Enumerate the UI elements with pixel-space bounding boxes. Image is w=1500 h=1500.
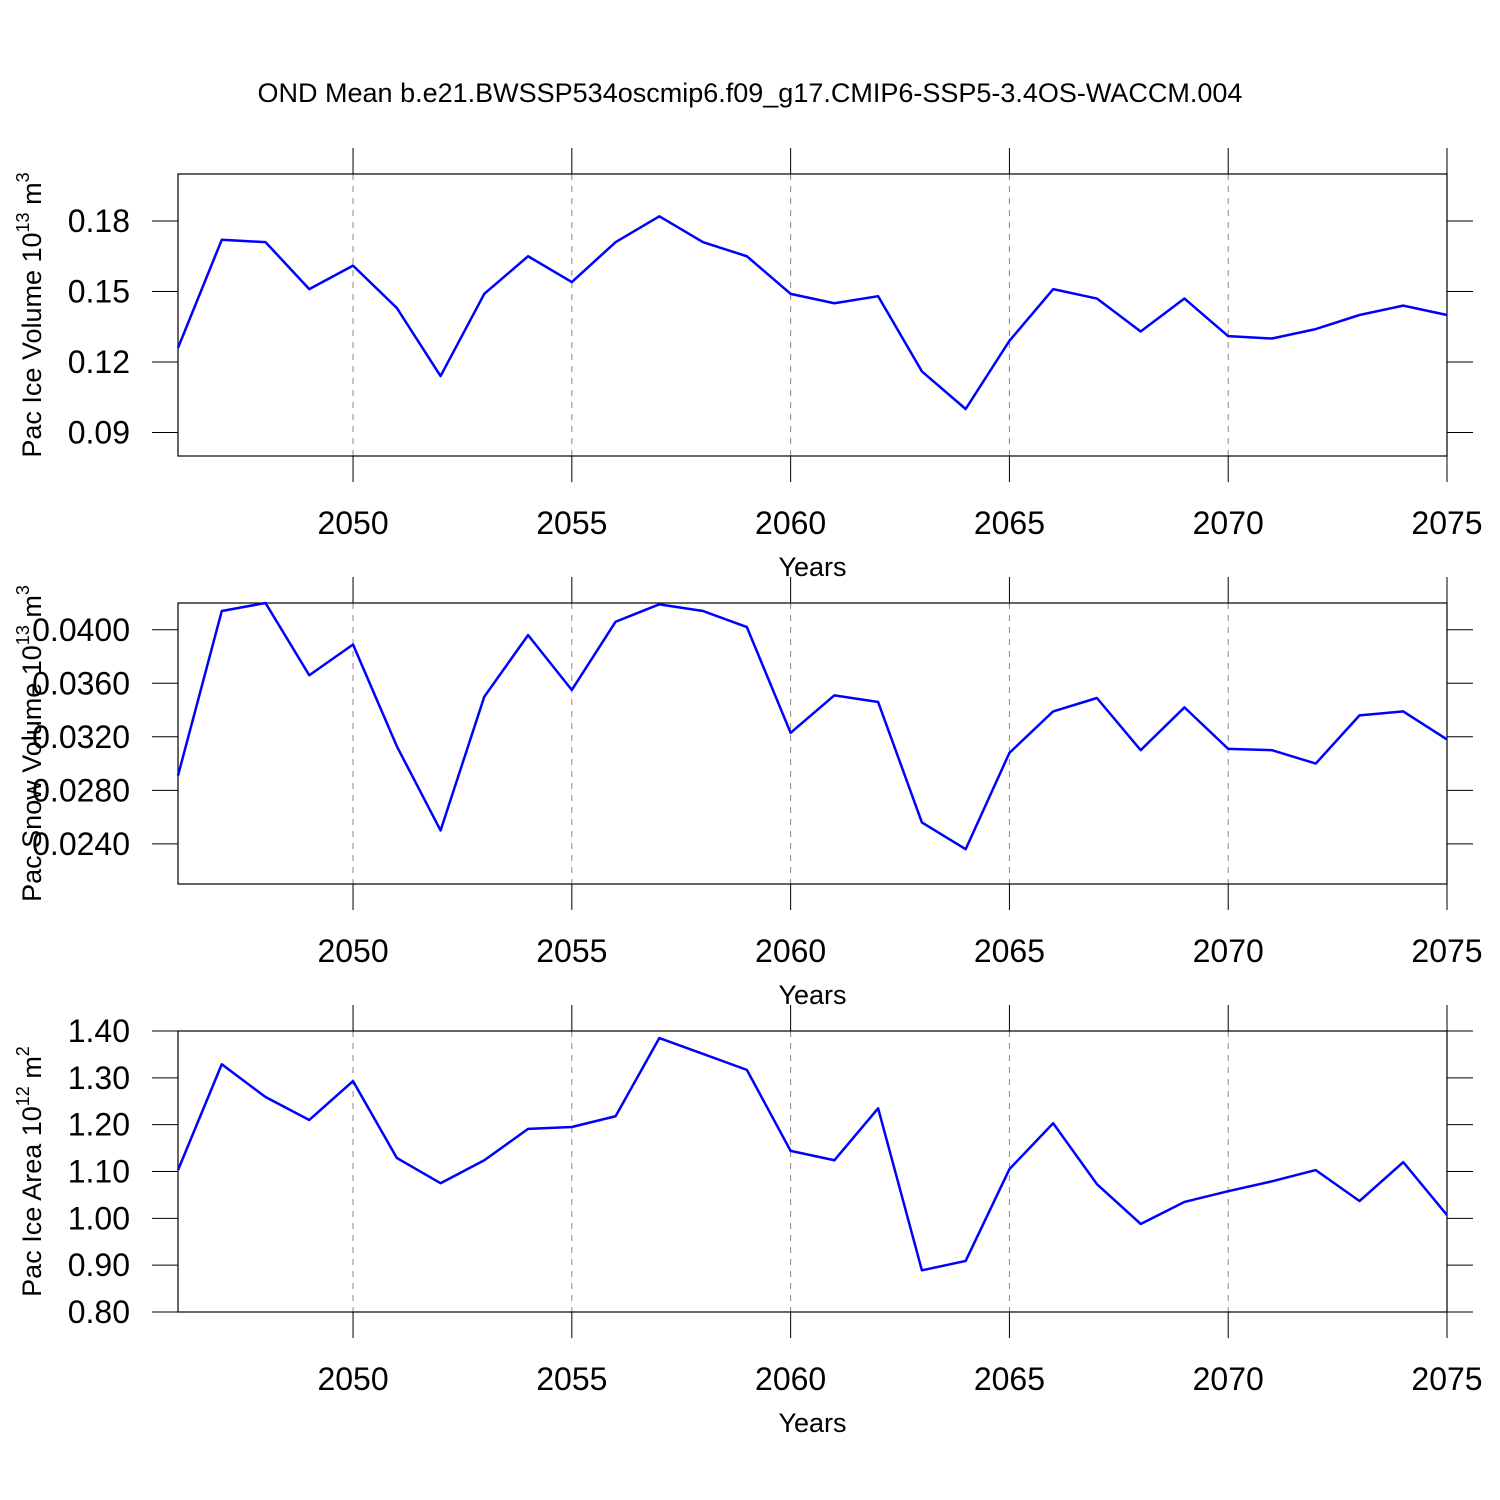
x-tick-label: 2070 <box>1193 505 1264 541</box>
y-tick-label: 0.0360 <box>32 665 130 701</box>
plot-frame <box>177 1030 1448 1313</box>
label-text: m <box>17 182 47 212</box>
x-tick-label: 2060 <box>755 1361 826 1397</box>
x-axis-label: Years <box>778 980 846 1010</box>
y-tick-label: 0.12 <box>68 344 130 380</box>
y-axis-label: Pac Snow Volume 1013 m3 <box>13 585 47 902</box>
x-tick-label: 2065 <box>974 933 1045 969</box>
superscript: 13 <box>13 625 33 645</box>
superscript: 3 <box>13 172 33 182</box>
y-tick-label: 0.90 <box>68 1247 130 1283</box>
data-line <box>176 1036 1448 1272</box>
label-text: Pac Snow Volume 10 <box>17 645 47 902</box>
y-tick-label: 0.0400 <box>32 612 130 648</box>
x-tick-label: 2070 <box>1193 1361 1264 1397</box>
y-tick-label: 0.09 <box>68 415 130 451</box>
label-text: Pac Ice Area 10 <box>17 1106 47 1297</box>
x-tick-label: 2055 <box>536 933 607 969</box>
y-tick-label: 0.0320 <box>32 719 130 755</box>
y-tick-label: 0.80 <box>68 1294 130 1330</box>
x-tick-label: 2055 <box>536 1361 607 1397</box>
y-tick-label: 0.0240 <box>32 826 130 862</box>
y-tick-label: 1.20 <box>68 1107 130 1143</box>
y-tick-label: 1.10 <box>68 1154 130 1190</box>
label-text: Pac Ice Volume 10 <box>17 232 47 457</box>
plot-frame <box>177 173 1448 457</box>
y-axis-label: Pac Ice Volume 1013 m3 <box>13 172 47 457</box>
superscript: 13 <box>13 212 33 232</box>
superscript: 12 <box>13 1086 33 1106</box>
data-line <box>176 601 1448 851</box>
x-tick-label: 2075 <box>1411 1361 1482 1397</box>
superscript: 3 <box>13 585 33 595</box>
label-text: m <box>17 595 47 625</box>
data-line <box>176 215 1448 411</box>
x-tick-label: 2055 <box>536 505 607 541</box>
x-tick-label: 2050 <box>317 933 388 969</box>
x-tick-label: 2075 <box>1411 933 1482 969</box>
y-tick-label: 0.15 <box>68 274 130 310</box>
x-tick-label: 2075 <box>1411 505 1482 541</box>
y-tick-label: 0.0280 <box>32 772 130 808</box>
x-axis-label: Years <box>778 1408 846 1438</box>
y-tick-label: 1.30 <box>68 1060 130 1096</box>
x-tick-label: 2065 <box>974 505 1045 541</box>
x-tick-label: 2070 <box>1193 933 1264 969</box>
y-tick-label: 1.00 <box>68 1200 130 1236</box>
x-tick-label: 2065 <box>974 1361 1045 1397</box>
superscript: 2 <box>13 1046 33 1056</box>
y-tick-label: 0.18 <box>68 203 130 239</box>
label-text: m <box>17 1056 47 1086</box>
x-axis-label: Years <box>778 552 846 582</box>
chart-title: OND Mean b.e21.BWSSP534oscmip6.f09_g17.C… <box>258 78 1243 108</box>
y-axis-label: Pac Ice Area 1012 m2 <box>13 1046 47 1297</box>
x-tick-label: 2050 <box>317 1361 388 1397</box>
x-tick-label: 2050 <box>317 505 388 541</box>
x-tick-label: 2060 <box>755 505 826 541</box>
y-tick-label: 1.40 <box>68 1013 130 1049</box>
x-tick-label: 2060 <box>755 933 826 969</box>
plot-frame <box>177 602 1448 885</box>
